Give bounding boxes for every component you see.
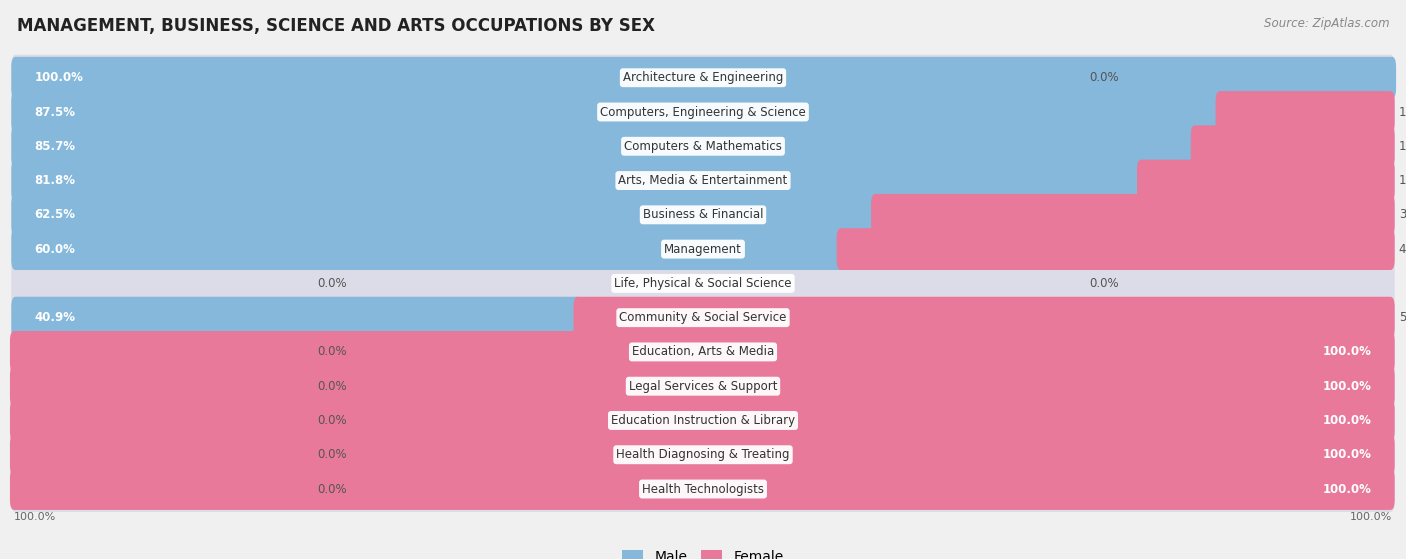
Text: 40.9%: 40.9% bbox=[35, 311, 76, 324]
Text: 0.0%: 0.0% bbox=[318, 448, 347, 461]
FancyBboxPatch shape bbox=[11, 297, 582, 339]
FancyBboxPatch shape bbox=[10, 331, 1395, 373]
Text: Computers, Engineering & Science: Computers, Engineering & Science bbox=[600, 106, 806, 119]
FancyBboxPatch shape bbox=[10, 365, 1395, 407]
FancyBboxPatch shape bbox=[11, 363, 1395, 409]
Text: Health Technologists: Health Technologists bbox=[643, 482, 763, 495]
Text: 60.0%: 60.0% bbox=[35, 243, 76, 255]
FancyBboxPatch shape bbox=[1216, 91, 1395, 133]
FancyBboxPatch shape bbox=[11, 89, 1395, 135]
Text: 87.5%: 87.5% bbox=[35, 106, 76, 119]
FancyBboxPatch shape bbox=[11, 57, 1396, 98]
Text: 37.5%: 37.5% bbox=[1399, 209, 1406, 221]
FancyBboxPatch shape bbox=[11, 91, 1223, 133]
Text: 85.7%: 85.7% bbox=[35, 140, 76, 153]
Text: Computers & Mathematics: Computers & Mathematics bbox=[624, 140, 782, 153]
FancyBboxPatch shape bbox=[11, 160, 1146, 201]
Text: Education Instruction & Library: Education Instruction & Library bbox=[612, 414, 794, 427]
FancyBboxPatch shape bbox=[11, 260, 1395, 306]
Text: 62.5%: 62.5% bbox=[35, 209, 76, 221]
Text: 100.0%: 100.0% bbox=[1323, 482, 1371, 495]
FancyBboxPatch shape bbox=[11, 466, 1395, 512]
FancyBboxPatch shape bbox=[1137, 160, 1395, 201]
FancyBboxPatch shape bbox=[11, 432, 1395, 478]
Text: 100.0%: 100.0% bbox=[1323, 380, 1371, 393]
Text: 100.0%: 100.0% bbox=[1323, 414, 1371, 427]
Text: Legal Services & Support: Legal Services & Support bbox=[628, 380, 778, 393]
FancyBboxPatch shape bbox=[837, 228, 1395, 270]
Text: 59.1%: 59.1% bbox=[1399, 311, 1406, 324]
Text: MANAGEMENT, BUSINESS, SCIENCE AND ARTS OCCUPATIONS BY SEX: MANAGEMENT, BUSINESS, SCIENCE AND ARTS O… bbox=[17, 17, 655, 35]
FancyBboxPatch shape bbox=[10, 434, 1395, 476]
FancyBboxPatch shape bbox=[11, 226, 1395, 272]
Text: Life, Physical & Social Science: Life, Physical & Social Science bbox=[614, 277, 792, 290]
Legend: Male, Female: Male, Female bbox=[617, 544, 789, 559]
Text: 100.0%: 100.0% bbox=[14, 512, 56, 522]
Text: 100.0%: 100.0% bbox=[1350, 512, 1392, 522]
Text: Health Diagnosing & Treating: Health Diagnosing & Treating bbox=[616, 448, 790, 461]
Text: 0.0%: 0.0% bbox=[1088, 277, 1118, 290]
Text: Management: Management bbox=[664, 243, 742, 255]
FancyBboxPatch shape bbox=[10, 400, 1395, 442]
Text: 0.0%: 0.0% bbox=[318, 414, 347, 427]
FancyBboxPatch shape bbox=[11, 55, 1395, 101]
Text: Source: ZipAtlas.com: Source: ZipAtlas.com bbox=[1264, 17, 1389, 30]
FancyBboxPatch shape bbox=[11, 228, 845, 270]
Text: Education, Arts & Media: Education, Arts & Media bbox=[631, 345, 775, 358]
FancyBboxPatch shape bbox=[10, 468, 1395, 510]
Text: 12.5%: 12.5% bbox=[1399, 106, 1406, 119]
FancyBboxPatch shape bbox=[11, 192, 1395, 238]
Text: 100.0%: 100.0% bbox=[35, 71, 83, 84]
Text: 40.0%: 40.0% bbox=[1399, 243, 1406, 255]
Text: Arts, Media & Entertainment: Arts, Media & Entertainment bbox=[619, 174, 787, 187]
Text: 100.0%: 100.0% bbox=[1323, 448, 1371, 461]
FancyBboxPatch shape bbox=[1191, 125, 1395, 167]
Text: 0.0%: 0.0% bbox=[318, 380, 347, 393]
Text: 0.0%: 0.0% bbox=[318, 482, 347, 495]
FancyBboxPatch shape bbox=[11, 125, 1199, 167]
Text: 81.8%: 81.8% bbox=[35, 174, 76, 187]
Text: 0.0%: 0.0% bbox=[318, 345, 347, 358]
FancyBboxPatch shape bbox=[11, 124, 1395, 169]
FancyBboxPatch shape bbox=[11, 158, 1395, 203]
Text: Community & Social Service: Community & Social Service bbox=[619, 311, 787, 324]
Text: 0.0%: 0.0% bbox=[1088, 71, 1118, 84]
FancyBboxPatch shape bbox=[11, 397, 1395, 443]
Text: 14.3%: 14.3% bbox=[1399, 140, 1406, 153]
Text: Architecture & Engineering: Architecture & Engineering bbox=[623, 71, 783, 84]
FancyBboxPatch shape bbox=[872, 194, 1395, 236]
Text: Business & Financial: Business & Financial bbox=[643, 209, 763, 221]
FancyBboxPatch shape bbox=[574, 297, 1395, 339]
FancyBboxPatch shape bbox=[11, 329, 1395, 375]
Text: 18.2%: 18.2% bbox=[1399, 174, 1406, 187]
Text: 0.0%: 0.0% bbox=[318, 277, 347, 290]
Text: 100.0%: 100.0% bbox=[1323, 345, 1371, 358]
FancyBboxPatch shape bbox=[11, 295, 1395, 340]
FancyBboxPatch shape bbox=[11, 194, 879, 236]
